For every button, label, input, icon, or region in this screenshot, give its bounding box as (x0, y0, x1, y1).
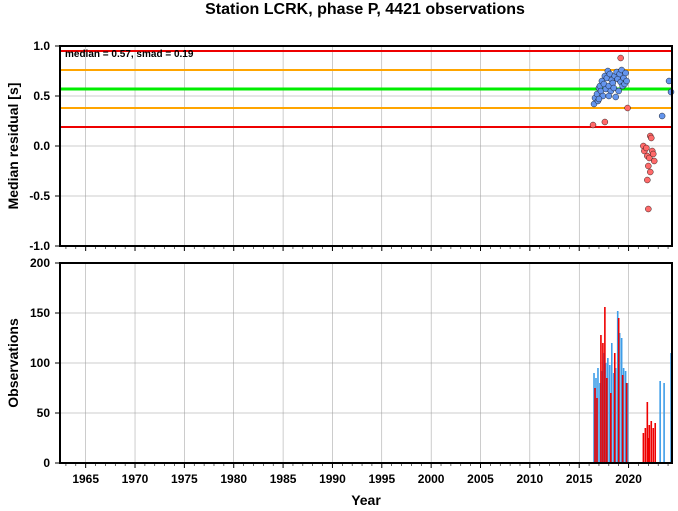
observation-bar-within (620, 338, 623, 463)
residual-point-outside (617, 54, 624, 62)
observation-bar-within (595, 378, 597, 463)
observation-bar-outside (644, 428, 647, 463)
residual-point-within (658, 112, 666, 120)
observation-bar-within (607, 358, 609, 463)
residual-y-axis-label: Median residual [s] (5, 83, 21, 210)
observations-x-tick-label: 1995 (368, 472, 395, 486)
residual-points (589, 54, 675, 213)
observations-y-tick-label: 200 (30, 256, 50, 270)
observation-bar-within (597, 368, 599, 463)
observation-bar-outside (594, 388, 596, 463)
residual-y-tick-label: 0.0 (33, 139, 50, 153)
observation-bar-outside (604, 307, 606, 463)
residual-point-outside (646, 154, 653, 162)
observations-x-tick-label: 1965 (72, 472, 99, 486)
residual-point-within (605, 92, 613, 100)
observation-bar-within (622, 368, 625, 463)
observation-bar-outside (610, 393, 612, 463)
residual-point-outside (651, 157, 658, 165)
observations-x-tick-label: 1980 (220, 472, 247, 486)
chart-title: Station LCRK, phase P, 4421 observations (205, 1, 525, 18)
observations-y-tick-label: 50 (37, 406, 51, 420)
residual-point-outside (624, 104, 631, 112)
residual-y-tick-label: 1.0 (33, 39, 50, 53)
observations-panel: 1965 1970 1975 1980 1985 1990 1995 2000 2005 2010… (5, 256, 673, 508)
observation-bar-within (603, 353, 605, 463)
observation-bar-outside (642, 433, 645, 463)
observation-bar-within (601, 371, 603, 463)
observation-bar-outside (617, 318, 620, 463)
x-axis-label: Year (351, 492, 381, 508)
observation-bar-outside (647, 438, 650, 463)
observations-x-tick-label: 2005 (467, 472, 494, 486)
observation-bar-within (612, 373, 615, 463)
observation-bar-outside (621, 375, 624, 463)
observations-x-tick-label: 2020 (615, 472, 642, 486)
observations-x-tick-label: 1975 (171, 472, 198, 486)
observation-bar-outside (652, 428, 655, 463)
residual-point-outside (644, 176, 651, 184)
observations-x-tick-label: 1985 (270, 472, 297, 486)
residual-ticks: 1.0 0.5 0.0 -0.5 -1.0 (29, 39, 669, 253)
residual-point-outside (643, 144, 650, 152)
observation-bar-outside (625, 383, 628, 463)
observation-bar-outside (600, 335, 602, 463)
observation-bar-outside (596, 398, 598, 463)
residual-point-outside (650, 150, 657, 158)
observation-bar-outside (654, 423, 657, 463)
observations-bars (593, 307, 672, 463)
observation-bar-within (609, 365, 611, 463)
observation-bar-outside (602, 343, 604, 463)
residual-y-tick-label: -0.5 (29, 189, 50, 203)
observation-bar-outside (646, 402, 649, 463)
residual-point-within (610, 84, 617, 92)
observation-bar-within (624, 371, 627, 463)
observations-y-tick-label: 100 (30, 356, 50, 370)
observation-bar-outside (606, 378, 608, 463)
observation-bar-within (618, 333, 621, 463)
residual-point-outside (648, 134, 655, 142)
residual-point-within (622, 69, 629, 77)
observations-y-tick-label: 0 (43, 456, 50, 470)
observations-grid (60, 262, 672, 464)
residual-point-within (623, 77, 630, 85)
residual-point-outside (645, 162, 652, 170)
observation-bar-within (593, 373, 595, 463)
observation-bar-within (599, 383, 601, 463)
observations-x-tick-label: 2000 (418, 472, 445, 486)
observations-x-tick-label: 1970 (122, 472, 149, 486)
observations-x-tick-label: 1990 (319, 472, 346, 486)
observations-x-tick-label: 2015 (566, 472, 593, 486)
residual-point-outside (589, 121, 597, 129)
observation-bar-within (616, 311, 619, 463)
observations-x-tick-label: 2010 (517, 472, 544, 486)
observations-y-tick-label: 150 (30, 306, 50, 320)
residual-point-within (612, 93, 619, 101)
residual-panel: 1.0 0.5 0.0 -0.5 -1.0 median = 0.57, smad = … (5, 39, 675, 253)
residual-y-tick-label: 0.5 (33, 89, 50, 103)
residual-point-outside (601, 118, 609, 126)
observation-bar-within (605, 363, 607, 463)
observations-y-axis-label: Observations (5, 318, 21, 408)
observation-bar-within (626, 383, 629, 463)
residual-grid (60, 45, 672, 247)
residual-annotation: median = 0.57, smad = 0.19 (65, 49, 194, 60)
residual-y-tick-label: -1.0 (29, 239, 50, 253)
residual-point-outside (645, 205, 652, 213)
observation-bar-within (610, 343, 613, 463)
residual-reference-lines (60, 50, 672, 128)
observation-bar-within (614, 368, 617, 463)
observation-bar-outside (648, 425, 651, 463)
observation-bar-outside (613, 353, 616, 463)
residual-point-within (615, 87, 622, 95)
observation-bar-within (659, 381, 661, 463)
observations-ticks: 1965 1970 1975 1980 1985 1990 1995 2000 2005 2010… (30, 256, 669, 486)
observation-bar-within (663, 383, 665, 463)
residual-point-within (595, 95, 603, 103)
observation-bar-outside (650, 421, 653, 463)
residual-point-outside (647, 168, 654, 176)
